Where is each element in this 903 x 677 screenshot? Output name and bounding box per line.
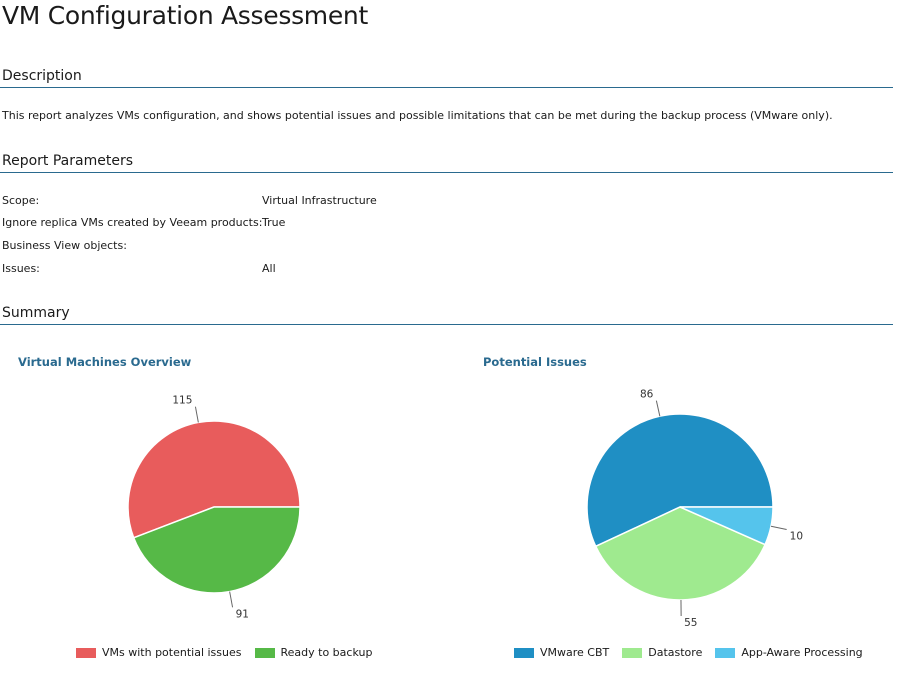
data-label-connector <box>229 591 234 608</box>
vm-overview-pie-chart: 115 91 <box>127 395 301 620</box>
data-label: 91 <box>236 608 249 620</box>
legend-item[interactable]: VMware CBT <box>514 646 609 659</box>
page-title: VM Configuration Assessment <box>2 1 368 30</box>
data-label: 86 <box>640 389 654 401</box>
potential-issues-pie-chart: 86 55 10 <box>586 389 803 629</box>
legend-swatch <box>622 647 643 658</box>
data-label-connector <box>194 406 199 423</box>
potential-issues-legend: VMware CBT Datastore App-Aware Processin… <box>514 646 863 659</box>
legend-label: Ready to backup <box>280 646 373 659</box>
data-label: 10 <box>790 531 803 543</box>
legend-item[interactable]: VMs with potential issues <box>76 646 242 659</box>
pie-slice-ready-to-backup[interactable] <box>132 506 301 594</box>
summary-heading: Summary <box>2 305 70 321</box>
pie-slice-app-aware-processing[interactable] <box>679 506 774 546</box>
pie-slice-datastore[interactable] <box>594 506 767 601</box>
legend-label: VMware CBT <box>540 646 610 659</box>
legend-swatch <box>76 647 96 658</box>
param-label: Ignore replica VMs created by Veeam prod… <box>2 216 263 229</box>
data-label: 55 <box>684 617 697 629</box>
parameters-heading: Report Parameters <box>2 153 133 169</box>
chart-title-potential-issues: Potential Issues <box>483 355 587 369</box>
legend-swatch <box>254 647 275 658</box>
data-label: 115 <box>172 395 192 407</box>
param-value: Virtual Infrastructure <box>262 194 377 207</box>
data-label-connector <box>655 400 661 417</box>
description-text: This report analyzes VMs configuration, … <box>2 109 833 122</box>
legend-item[interactable]: Datastore <box>622 646 702 659</box>
param-value: All <box>262 262 276 275</box>
parameters-section-header: Report Parameters <box>0 144 893 173</box>
param-value: True <box>262 216 286 229</box>
legend-label: VMs with potential issues <box>102 646 242 659</box>
param-label: Scope: <box>2 194 40 207</box>
legend-swatch <box>715 647 736 658</box>
description-heading: Description <box>2 68 82 84</box>
legend-label: App-Aware Processing <box>741 646 863 659</box>
vm-overview-legend: VMs with potential issues Ready to backu… <box>76 646 372 659</box>
description-section-header: Description <box>0 60 893 88</box>
param-label: Business View objects: <box>2 239 127 252</box>
param-label: Issues: <box>2 262 40 275</box>
legend-swatch <box>514 647 534 658</box>
legend-item[interactable]: Ready to backup <box>254 646 373 659</box>
data-label-connector <box>770 525 787 531</box>
chart-title-vm-overview: Virtual Machines Overview <box>18 355 192 369</box>
summary-section-header: Summary <box>0 300 893 325</box>
legend-label: Datastore <box>648 646 703 659</box>
legend-item[interactable]: App-Aware Processing <box>715 646 863 659</box>
